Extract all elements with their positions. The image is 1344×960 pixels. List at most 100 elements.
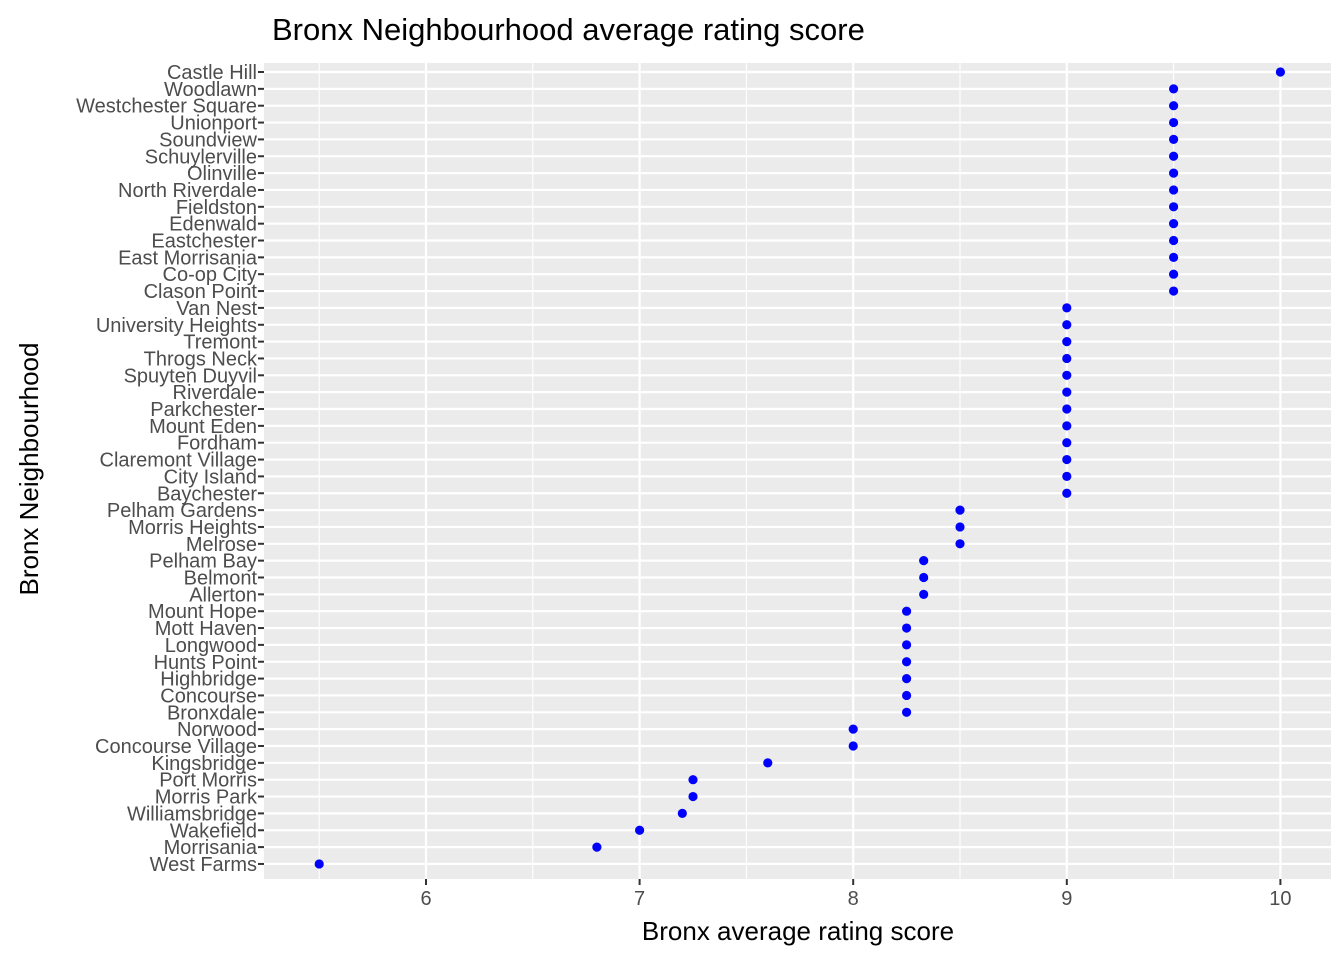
data-point xyxy=(1169,202,1179,212)
data-point xyxy=(1062,387,1072,397)
y-tick-label: Wakefield xyxy=(170,820,257,842)
y-tick-label: Spuyten Duyvil xyxy=(124,365,257,387)
y-tick-label: Highbridge xyxy=(160,669,257,691)
data-point xyxy=(1169,235,1179,246)
data-point xyxy=(848,741,858,751)
data-point xyxy=(635,825,645,835)
data-point xyxy=(1062,303,1072,313)
y-tick-label: Fieldston xyxy=(176,197,257,219)
data-point xyxy=(1062,471,1072,481)
y-tick-label: Edenwald xyxy=(169,214,257,236)
y-tick-label: Pelham Bay xyxy=(149,551,257,573)
data-point xyxy=(919,556,929,566)
data-point xyxy=(1275,67,1285,77)
y-tick-label: Morris Heights xyxy=(128,517,257,539)
y-tick-label: Bronxdale xyxy=(167,702,257,724)
y-tick-label: Parkchester xyxy=(150,399,257,421)
data-point xyxy=(848,724,858,734)
minor-gridlines xyxy=(318,63,1175,879)
y-tick-label: Claremont Village xyxy=(100,450,258,472)
data-point xyxy=(1169,269,1179,279)
y-tick-label: Kingsbridge xyxy=(151,753,257,775)
y-tick-label: Morris Park xyxy=(155,787,258,809)
y-tick-label: Van Nest xyxy=(176,298,257,320)
x-tick-label: 7 xyxy=(634,888,645,910)
y-tick-label: Pelham Gardens xyxy=(107,500,257,522)
data-point xyxy=(1062,404,1072,414)
y-tick-label: Riverdale xyxy=(173,382,257,404)
data-point xyxy=(902,690,912,701)
y-tick-label: Throgs Neck xyxy=(144,348,258,370)
major-gridlines xyxy=(264,63,1331,879)
y-tick-label: Melrose xyxy=(186,534,257,556)
data-point xyxy=(955,539,965,549)
data-point xyxy=(1169,219,1179,229)
data-point xyxy=(677,808,687,819)
y-tick-label: Schuylerville xyxy=(145,146,257,168)
data-point xyxy=(1169,185,1179,195)
y-tick-label: North Riverdale xyxy=(118,180,257,202)
x-axis-title: Bronx average rating score xyxy=(642,916,954,946)
y-tick-label: Clason Point xyxy=(144,281,258,303)
data-point xyxy=(955,505,965,515)
y-tick-label: Mount Hope xyxy=(148,601,257,623)
data-point xyxy=(1169,117,1179,128)
data-point xyxy=(1062,488,1072,498)
data-point xyxy=(902,674,912,684)
data-points xyxy=(314,67,1285,869)
y-tick-label: Hunts Point xyxy=(154,652,258,674)
y-axis-title: Bronx Neighbourhood xyxy=(14,343,44,596)
y-tick-label: Mount Eden xyxy=(149,416,257,438)
plot-panel xyxy=(264,63,1331,879)
y-tick-label: Concourse xyxy=(160,685,257,707)
data-point xyxy=(314,859,324,869)
data-point xyxy=(902,707,912,717)
y-tick-label: Fordham xyxy=(177,433,257,455)
data-point xyxy=(1062,353,1072,364)
x-tick-label: 6 xyxy=(420,888,431,910)
data-point xyxy=(1062,438,1072,448)
y-tick-label: Norwood xyxy=(177,719,257,741)
data-point xyxy=(1062,421,1072,431)
y-tick-label: Eastchester xyxy=(151,231,257,253)
data-point xyxy=(902,640,912,650)
chart-title: Bronx Neighbourhood average rating score xyxy=(272,12,865,47)
data-point xyxy=(1169,286,1179,296)
y-tick-label: Port Morris xyxy=(159,770,257,792)
x-tick-label: 9 xyxy=(1061,888,1072,910)
data-point xyxy=(1169,101,1179,111)
data-point xyxy=(763,758,773,768)
y-tick-label: Unionport xyxy=(170,113,257,135)
data-point xyxy=(1062,337,1072,347)
x-axis-ticks xyxy=(425,879,1282,885)
data-point xyxy=(1169,134,1179,144)
data-point xyxy=(1169,151,1179,161)
y-tick-label: Tremont xyxy=(183,332,257,354)
y-tick-label: Soundview xyxy=(159,129,257,151)
y-tick-label: East Morrisania xyxy=(118,247,258,269)
y-tick-label: Longwood xyxy=(165,635,257,657)
data-point xyxy=(1062,320,1072,330)
y-tick-label: West Farms xyxy=(150,854,257,876)
data-point xyxy=(592,842,602,852)
data-point xyxy=(902,623,912,633)
y-tick-label: City Island xyxy=(164,466,257,488)
y-tick-label: Morrisania xyxy=(164,837,258,859)
data-point xyxy=(919,589,929,599)
y-tick-label: Castle Hill xyxy=(167,62,257,84)
y-tick-label: University Heights xyxy=(96,315,257,337)
data-point xyxy=(1062,454,1072,465)
y-tick-label: Concourse Village xyxy=(95,736,257,758)
y-tick-label: Mott Haven xyxy=(155,618,257,640)
data-point xyxy=(919,572,929,583)
x-axis-tick-labels: 6 7 8 9 10 xyxy=(420,888,1291,910)
x-tick-label: 8 xyxy=(848,888,859,910)
y-axis-ticks xyxy=(258,71,264,865)
data-point xyxy=(1169,168,1179,178)
data-point xyxy=(1169,84,1179,94)
y-tick-label: Williamsbridge xyxy=(127,803,257,825)
y-tick-label: Co-op City xyxy=(163,264,257,286)
y-tick-label: Woodlawn xyxy=(164,79,257,101)
